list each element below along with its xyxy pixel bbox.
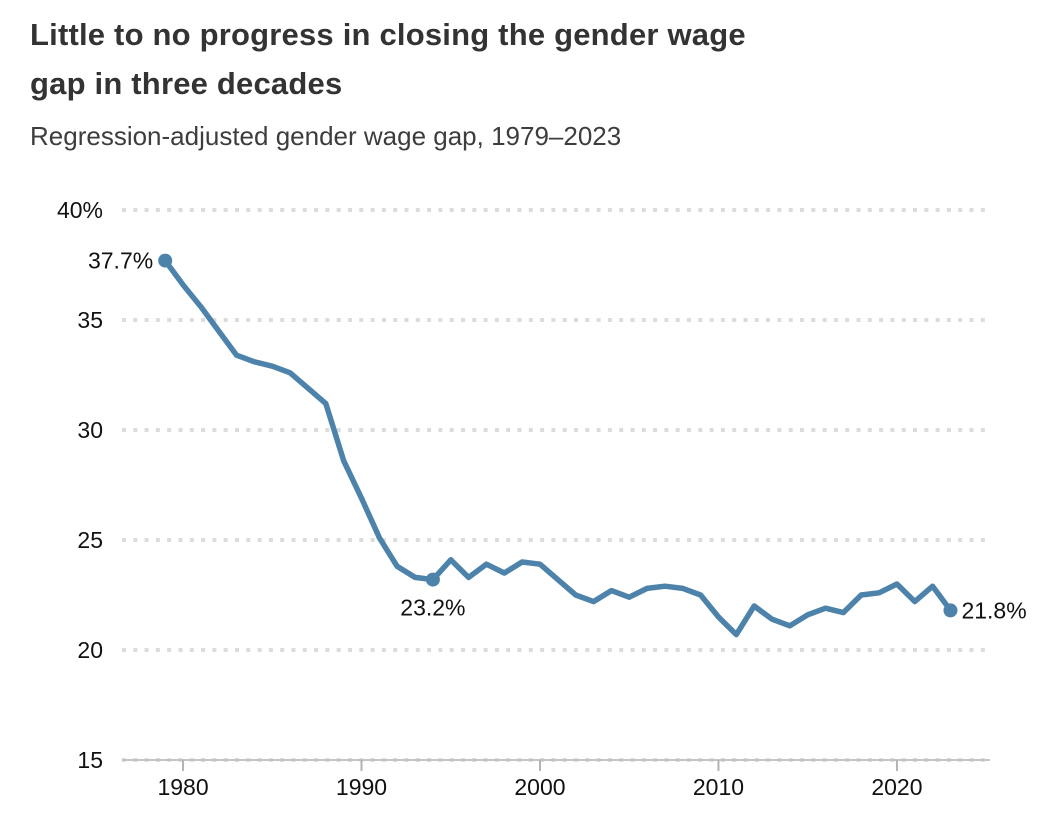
annotation-label: 21.8%	[961, 597, 1026, 623]
y-axis-label: 20	[77, 637, 103, 663]
page-title: Little to no progress in closing the gen…	[30, 10, 1020, 108]
y-axis-label: 30	[77, 417, 103, 443]
x-axis-label: 1980	[157, 774, 208, 800]
y-axis-label: 25	[77, 527, 103, 553]
data-point-dot	[158, 253, 173, 268]
x-axis-label: 1990	[336, 774, 387, 800]
data-point-dot	[425, 572, 440, 587]
y-axis-label: 15	[77, 747, 103, 773]
x-axis-label: 2010	[693, 774, 744, 800]
page-title-line1: Little to no progress in closing the gen…	[30, 17, 746, 52]
annotation-label: 23.2%	[400, 595, 465, 621]
page-title-line2: gap in three decades	[30, 66, 343, 101]
x-axis-label: 2020	[871, 774, 922, 800]
x-axis-label: 2000	[514, 774, 565, 800]
annotation-label: 37.7%	[88, 248, 153, 274]
y-axis-label: 35	[77, 307, 103, 333]
chart-header: Little to no progress in closing the gen…	[30, 10, 1020, 151]
y-axis-label: 40%	[57, 197, 103, 223]
data-point-dot	[943, 603, 958, 618]
series-line	[162, 257, 954, 638]
page-subtitle: Regression-adjusted gender wage gap, 197…	[30, 121, 622, 151]
